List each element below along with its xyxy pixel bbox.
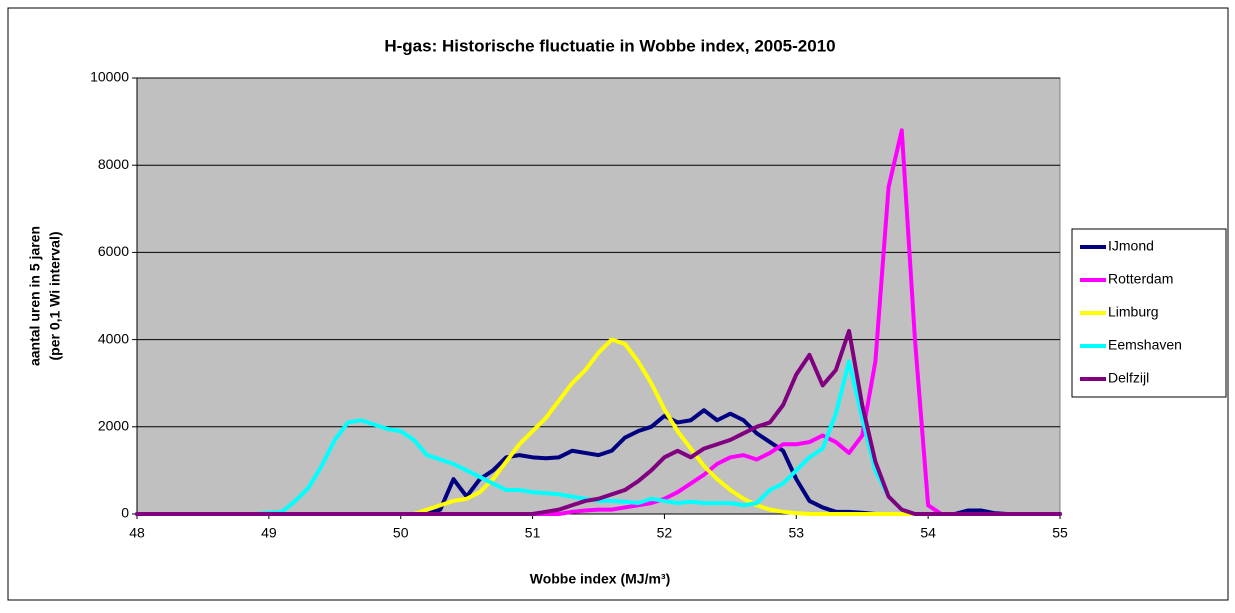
legend-label: Rotterdam — [1108, 271, 1173, 287]
chart-title: H-gas: Historische fluctuatie in Wobbe i… — [384, 36, 835, 55]
legend-label: Limburg — [1108, 304, 1159, 320]
x-tick-label: 50 — [393, 525, 409, 541]
y-tick-label: 10000 — [90, 69, 129, 85]
x-tick-label: 55 — [1052, 525, 1068, 541]
x-tick-label: 49 — [261, 525, 277, 541]
x-tick-label: 52 — [657, 525, 673, 541]
series-line — [135, 328, 1062, 516]
y-axis-label: (per 0,1 Wi interval) — [47, 231, 63, 360]
y-tick-label: 8000 — [98, 156, 129, 172]
x-axis-label: Wobbe index (MJ/m³) — [530, 571, 671, 587]
legend-label: Delfzijl — [1108, 370, 1149, 386]
x-tick-label: 54 — [920, 525, 936, 541]
y-axis-label: aantal uren in 5 jaren — [27, 226, 43, 366]
y-tick-label: 6000 — [98, 243, 129, 259]
y-tick-label: 0 — [121, 505, 129, 521]
x-tick-label: 51 — [525, 525, 541, 541]
y-tick-label: 2000 — [98, 418, 129, 434]
y-tick-label: 4000 — [98, 330, 129, 346]
legend-label: Eemshaven — [1108, 337, 1182, 353]
x-tick-label: 48 — [129, 525, 145, 541]
x-tick-label: 53 — [788, 525, 804, 541]
plot-area — [136, 77, 1061, 515]
legend-label: IJmond — [1108, 238, 1154, 254]
